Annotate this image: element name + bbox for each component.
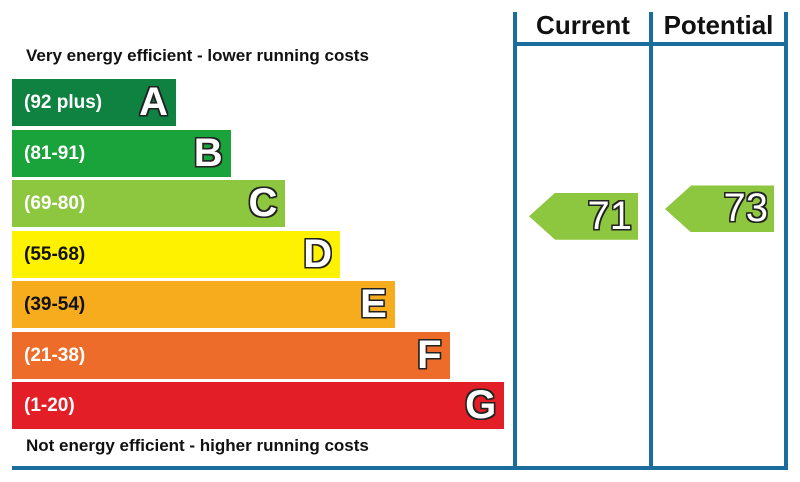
band-f-range: (21-38) — [24, 344, 86, 366]
band-f-letter: F — [417, 332, 442, 377]
band-b-letter: B — [193, 130, 223, 175]
potential-column-header: Potential — [663, 10, 774, 40]
potential-rating-arrow: 73 — [665, 185, 774, 233]
band-e-range: (39-54) — [24, 294, 86, 315]
frame-divider-left — [513, 12, 517, 470]
band-c: (69-80) C — [12, 180, 286, 227]
current-column-header: Current — [536, 10, 630, 40]
top-caption: Very energy efficient - lower running co… — [26, 46, 369, 65]
band-d-letter: D — [303, 231, 333, 276]
band-d-range: (55-68) — [24, 243, 86, 265]
band-g: (1-20) G — [12, 382, 505, 429]
frame-header-underline — [513, 42, 788, 46]
band-a: (92 plus) A — [12, 79, 176, 126]
frame-divider-right — [784, 12, 788, 470]
potential-rating-value: 73 — [723, 186, 769, 231]
band-c-range: (69-80) — [24, 193, 86, 214]
band-a-range: (92 plus) — [24, 92, 103, 113]
band-b: (81-91) B — [12, 129, 231, 177]
band-d: (55-68) D — [12, 230, 341, 278]
bottom-caption: Not energy efficient - higher running co… — [26, 436, 369, 455]
band-a-letter: A — [139, 80, 168, 124]
band-b-range: (81-91) — [24, 142, 86, 164]
band-e-letter: E — [360, 282, 387, 326]
band-g-letter: G — [465, 383, 497, 427]
band-g-range: (1-20) — [24, 395, 75, 416]
frame-bottom-line — [12, 466, 788, 470]
current-rating-value: 71 — [587, 193, 633, 238]
band-c-letter: C — [248, 181, 278, 225]
current-rating-arrow: 71 — [529, 192, 638, 240]
frame-divider-middle — [649, 12, 653, 470]
band-e: (39-54) E — [12, 281, 395, 328]
band-f: (21-38) F — [12, 331, 450, 379]
